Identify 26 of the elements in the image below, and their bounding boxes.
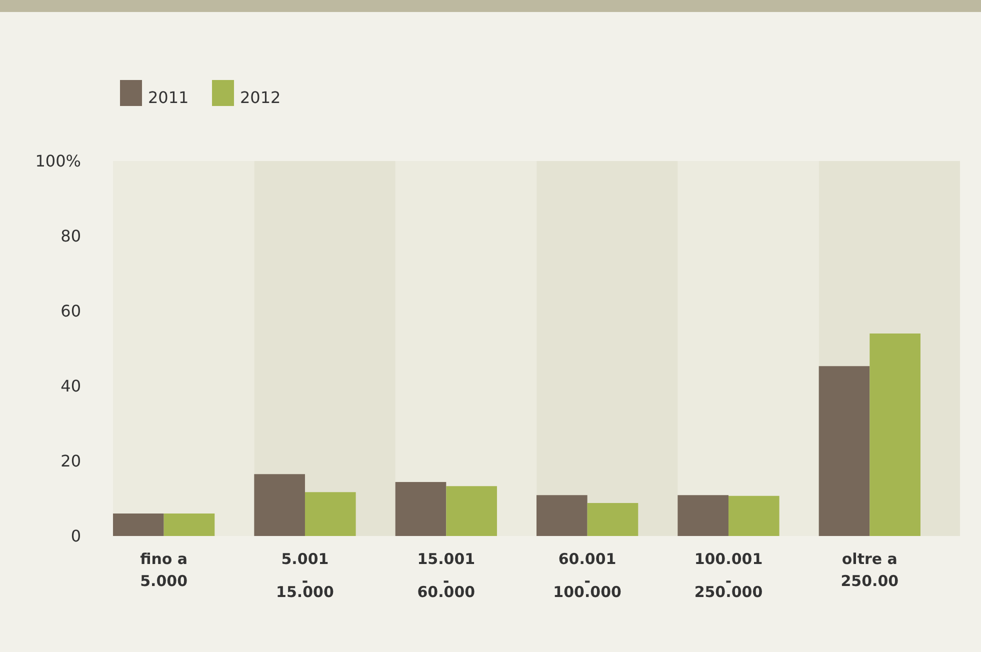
y-tick-label: 60 [60, 302, 81, 321]
bar [818, 366, 870, 536]
bar [587, 503, 638, 536]
y-tick-label: 80 [60, 226, 81, 246]
legend-label: 2011 [148, 88, 189, 107]
bar [395, 482, 446, 536]
y-tick-label: 20 [60, 452, 81, 471]
x-tick-label: oltre a 250.00 [840, 550, 899, 590]
bar [870, 334, 920, 536]
bar [304, 492, 356, 536]
x-tick-label: 15.001 - 60.000 [417, 550, 476, 601]
x-tick-label: 5.001 - 15.000 [276, 550, 334, 601]
legend-label: 2012 [240, 88, 281, 107]
bar [678, 495, 728, 536]
y-tick-label: 40 [60, 376, 81, 396]
bar [446, 486, 497, 536]
bar [728, 496, 780, 536]
bar [113, 514, 164, 536]
bar [536, 495, 588, 536]
x-tick-label: 60.001 - 100.000 [553, 550, 622, 601]
x-tick-label: 100.001 - 250.000 [694, 550, 763, 601]
y-tick-label: 0 [70, 526, 81, 546]
bar [164, 514, 215, 536]
y-tick-label: 100% [35, 152, 81, 171]
x-tick-label: fino a 5.000 [140, 550, 188, 590]
bar [254, 474, 305, 536]
